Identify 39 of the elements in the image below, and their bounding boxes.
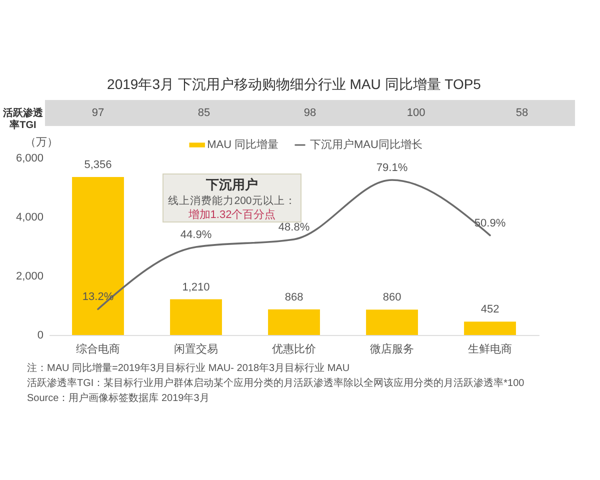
text: 注：MAU 同比增量=2019年3月目标行业 MAU- 2018年3月目标行业 MAU [27,362,350,374]
data-label: 50.9% [474,217,506,230]
x-tick-label: 优惠比价 [272,342,316,356]
data-label: 48.8% [278,221,310,234]
source-note: Source：用户画像标签数据库 2019年3月 [27,392,210,404]
annotation: 增加1.32个百分点 [187,208,276,221]
y-tick-label: 4,000 [16,212,44,224]
annotation: 线上消费能力200元以上： [168,194,296,207]
data-label: 1,210 [182,281,210,294]
bar [170,299,222,335]
text: 85 [198,107,210,119]
x-tick-label: 生鲜电商 [468,342,512,356]
x-tick-label: 微店服务 [370,342,414,356]
y-axis-title: （万） [25,136,58,148]
annotation: 下沉用户 [205,177,258,192]
chart-title: 2019年3月 下沉用户移动购物细分行业 MAU 同比增量 TOP5 [107,76,482,92]
legend-label: MAU 同比增量 [207,138,279,151]
y-tick-label: 6,000 [16,152,44,164]
bar [268,309,320,335]
legend-label: 下沉用户MAU同比增长 [310,138,422,151]
text: 活跃渗透率TGI：某目标行业用户群体启动某个应用分类的月活跃渗透率除以全网该应用分类的月活跃渗透率*100 [27,377,525,389]
bar [464,322,516,335]
text: 58 [516,107,528,119]
data-label: 868 [284,291,304,304]
bar [366,310,418,335]
x-tick-label: 综合电商 [76,342,120,356]
x-tick-label: 闲置交易 [174,342,218,356]
data-label: 44.9% [180,229,212,242]
bar [72,177,124,335]
text: 98 [304,107,316,119]
text: 97 [92,107,104,119]
data-label: 5,356 [84,159,112,171]
data-label: 452 [480,304,500,316]
text: 100 [406,107,426,119]
text: 活跃渗透率TGI [2,107,44,131]
y-tick-label: 2,000 [16,270,44,282]
data-label: 860 [382,292,402,304]
data-label: 79.1% [376,162,408,174]
y-tick-label: 0 [37,330,44,342]
